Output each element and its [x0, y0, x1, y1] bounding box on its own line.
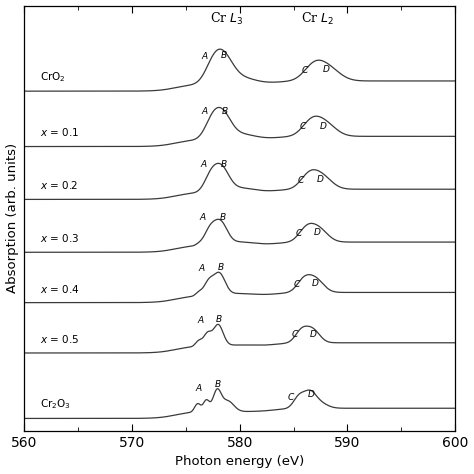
- Text: $B$: $B$: [220, 158, 228, 169]
- Text: $B$: $B$: [217, 262, 225, 273]
- Text: $B$: $B$: [215, 313, 222, 324]
- Text: $C$: $C$: [291, 328, 299, 339]
- Text: $D$: $D$: [311, 277, 319, 288]
- Text: $C$: $C$: [293, 278, 301, 289]
- Text: Cr $L_2$: Cr $L_2$: [301, 10, 334, 27]
- Text: $B$: $B$: [221, 105, 229, 116]
- Text: $C$: $C$: [301, 64, 310, 75]
- Text: $A$: $A$: [201, 158, 209, 169]
- Text: $D$: $D$: [313, 226, 321, 237]
- Text: $A$: $A$: [201, 50, 210, 61]
- Text: $C$: $C$: [288, 392, 296, 402]
- Y-axis label: Absorption (arb. units): Absorption (arb. units): [6, 143, 18, 293]
- Text: $A$: $A$: [201, 105, 210, 116]
- Text: $D$: $D$: [307, 388, 315, 399]
- Text: $D$: $D$: [319, 120, 328, 131]
- Text: $A$: $A$: [195, 382, 203, 393]
- Text: $C$: $C$: [300, 120, 308, 131]
- Text: $A$: $A$: [198, 263, 206, 273]
- Text: $D$: $D$: [309, 328, 317, 339]
- Text: Cr $L_3$: Cr $L_3$: [210, 10, 244, 27]
- X-axis label: Photon energy (eV): Photon energy (eV): [175, 456, 304, 468]
- Text: Cr$_2$O$_3$: Cr$_2$O$_3$: [40, 397, 71, 411]
- Text: $B$: $B$: [219, 210, 227, 221]
- Text: $x$ = 0.3: $x$ = 0.3: [40, 232, 80, 244]
- Text: $B$: $B$: [214, 378, 221, 389]
- Text: $A$: $A$: [197, 314, 205, 325]
- Text: $x$ = 0.5: $x$ = 0.5: [40, 333, 80, 345]
- Text: $B$: $B$: [220, 49, 228, 60]
- Text: CrO$_2$: CrO$_2$: [40, 70, 66, 84]
- Text: $D$: $D$: [316, 173, 325, 184]
- Text: $D$: $D$: [321, 63, 330, 74]
- Text: $C$: $C$: [297, 174, 305, 185]
- Text: $C$: $C$: [295, 227, 303, 237]
- Text: $x$ = 0.2: $x$ = 0.2: [40, 179, 79, 191]
- Text: $x$ = 0.4: $x$ = 0.4: [40, 283, 80, 294]
- Text: $x$ = 0.1: $x$ = 0.1: [40, 127, 80, 138]
- Text: $A$: $A$: [200, 211, 207, 222]
